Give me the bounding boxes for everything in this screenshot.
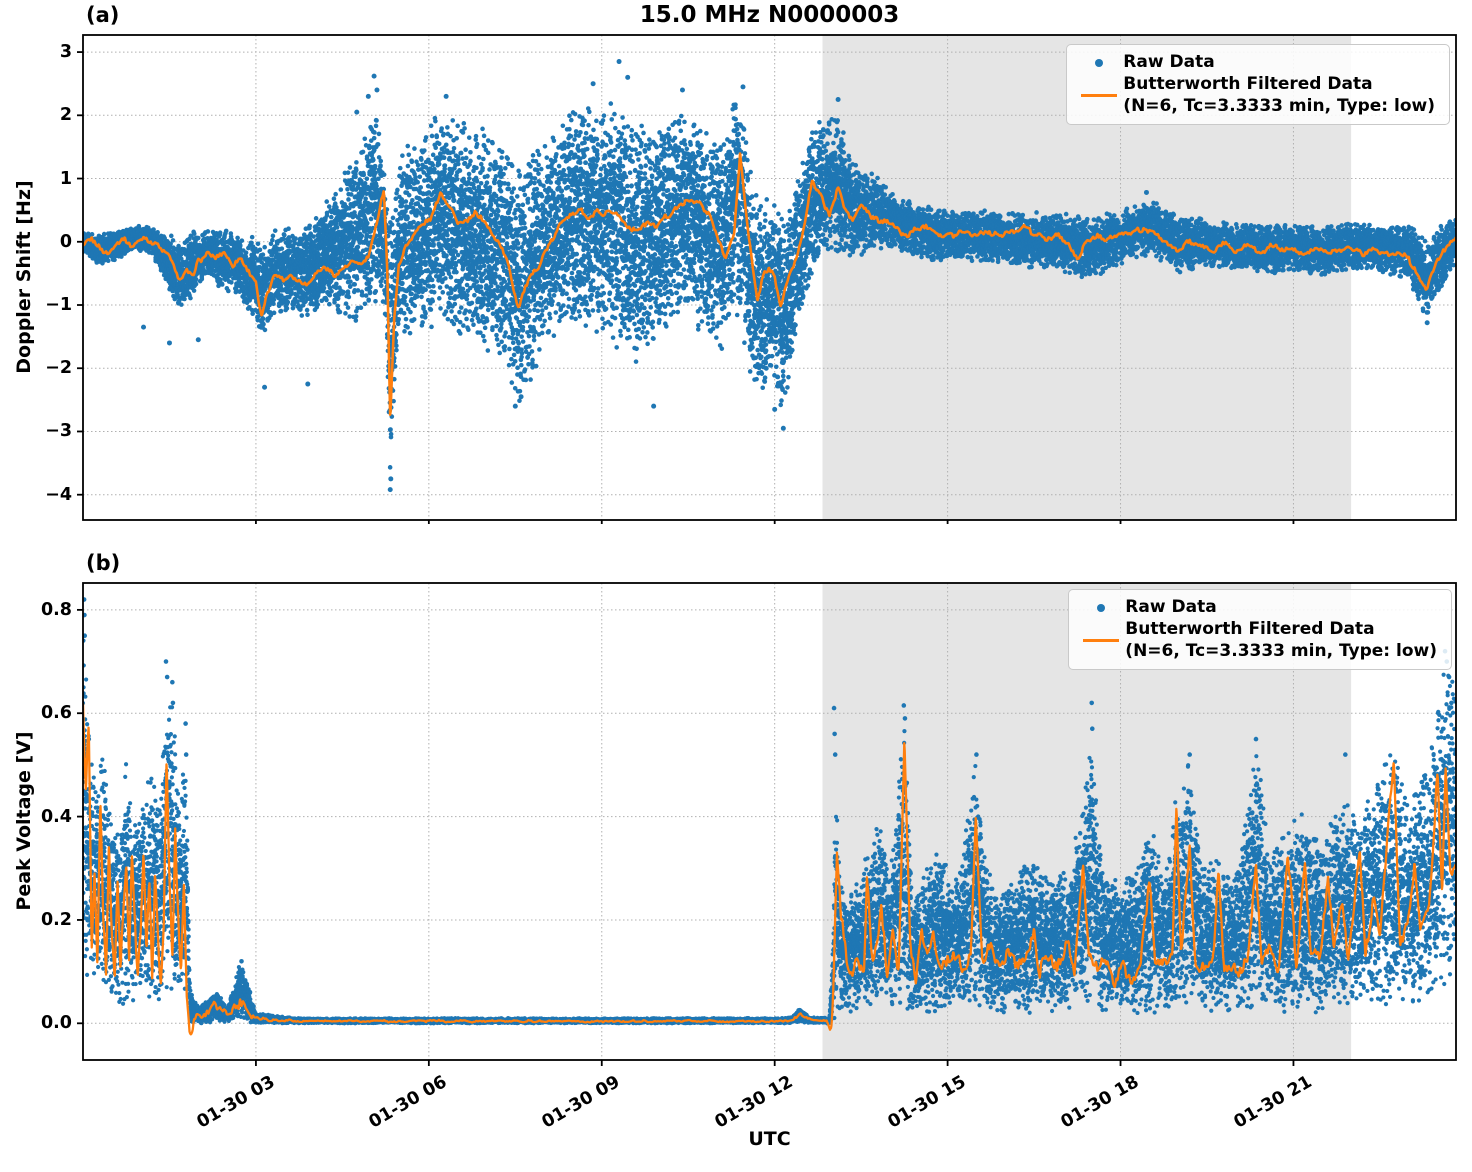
figure-container: 15.0 MHz N0000003 (a) (b) Doppler Shift … [0,0,1472,1172]
chart-canvas [0,0,1472,1172]
